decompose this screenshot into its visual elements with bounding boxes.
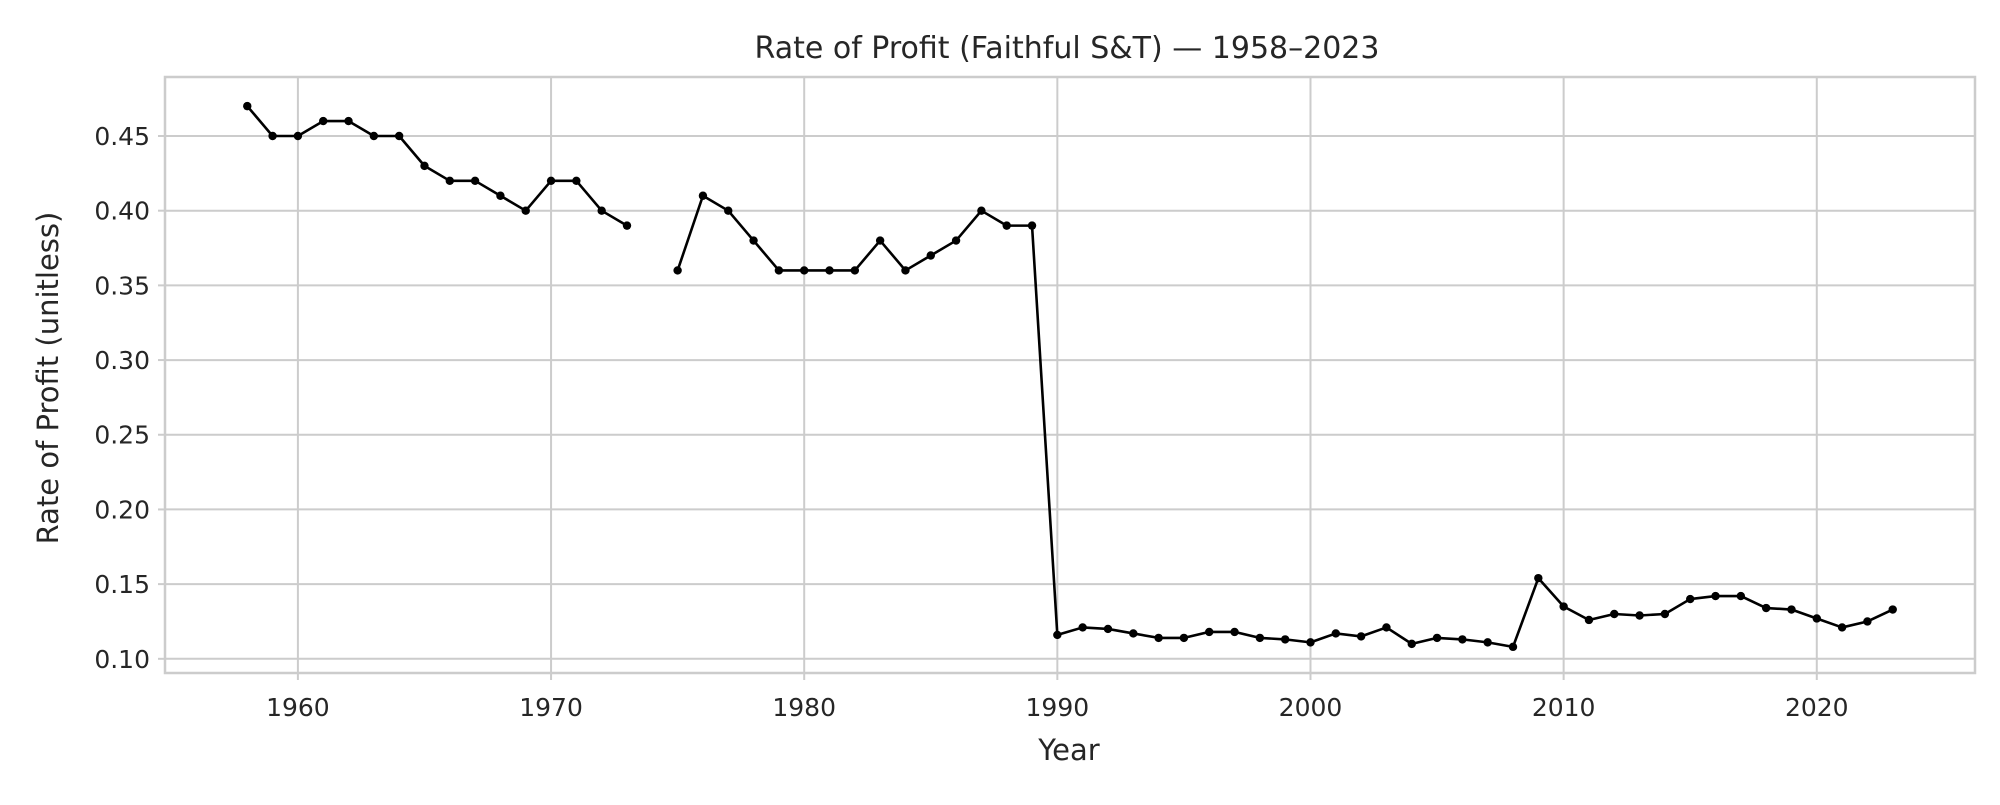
data-point	[1179, 633, 1189, 643]
data-point	[1002, 221, 1011, 230]
data-point	[1863, 617, 1872, 626]
data-point	[1610, 609, 1619, 619]
data-point	[1432, 633, 1442, 643]
data-point	[1837, 623, 1847, 632]
x-axis-label: Year	[1037, 733, 1099, 767]
data-point	[1356, 632, 1366, 641]
chart-title: Rate of Profit (Faithful S&T) — 1958–202…	[755, 31, 1380, 66]
x-tick-label: 1990	[1026, 693, 1090, 722]
data-point	[369, 131, 379, 141]
data-series	[243, 101, 1897, 652]
y-tick-label: 0.45	[94, 122, 150, 151]
data-point	[1483, 638, 1492, 647]
data-point	[1103, 624, 1113, 634]
data-point	[926, 251, 935, 260]
y-tick-label: 0.30	[94, 346, 150, 375]
data-point	[673, 266, 682, 275]
data-point	[1635, 611, 1644, 620]
data-point	[1154, 633, 1163, 643]
data-point	[977, 206, 986, 215]
plot-frame	[163, 75, 1977, 675]
data-point	[1458, 635, 1467, 644]
data-point	[901, 266, 910, 275]
data-point	[1736, 591, 1746, 601]
data-point	[800, 266, 809, 275]
data-point	[597, 206, 606, 215]
series-line-segment	[676, 194, 1894, 649]
data-point	[420, 161, 429, 171]
data-point	[1306, 638, 1315, 647]
data-point	[774, 266, 784, 275]
y-tick-label: 0.40	[94, 197, 150, 226]
data-point	[825, 266, 834, 275]
data-point	[1027, 221, 1037, 230]
data-point	[850, 266, 860, 275]
data-point	[1660, 609, 1670, 619]
data-point	[875, 236, 885, 245]
data-point	[394, 131, 404, 141]
data-point	[951, 236, 961, 245]
data-point	[268, 131, 277, 141]
data-point	[496, 191, 505, 200]
data-point	[1787, 605, 1796, 614]
data-point	[319, 116, 328, 126]
y-tick-label: 0.15	[94, 570, 150, 599]
data-point	[1205, 627, 1214, 637]
data-point	[1129, 629, 1138, 638]
data-point	[1534, 573, 1543, 583]
data-point	[622, 221, 632, 230]
data-point	[749, 236, 758, 245]
data-point	[1230, 627, 1239, 637]
data-point	[521, 206, 530, 215]
data-point	[1888, 605, 1897, 614]
x-tick-label: 1980	[772, 693, 836, 722]
data-point	[1053, 630, 1062, 640]
data-point	[1078, 623, 1087, 632]
y-tick-label: 0.20	[94, 495, 150, 524]
data-point	[572, 176, 581, 186]
data-point	[1711, 591, 1720, 601]
x-tick-label: 1970	[519, 693, 583, 722]
x-tick-label: 1960	[266, 693, 330, 722]
data-point	[1559, 602, 1568, 611]
y-tick-label: 0.10	[94, 645, 150, 674]
data-point	[344, 116, 353, 126]
y-tick-label: 0.35	[94, 271, 150, 300]
data-point	[1508, 642, 1518, 652]
x-tick-label: 2000	[1279, 693, 1343, 722]
data-point	[1407, 639, 1416, 649]
data-point	[698, 191, 708, 200]
data-point	[243, 101, 252, 111]
data-point	[1382, 623, 1391, 632]
data-point	[470, 176, 480, 186]
data-point	[293, 131, 303, 141]
axis-ticks: 1960 1970 1980 1990 2000 2010 2020 0.10 0.15 0.20…	[94, 122, 1848, 722]
x-tick-label: 2020	[1785, 693, 1849, 722]
data-point	[546, 176, 556, 186]
data-point	[445, 176, 454, 186]
data-point	[724, 206, 733, 215]
x-tick-label: 2010	[1532, 693, 1596, 722]
grid	[165, 77, 1975, 673]
data-point	[1331, 629, 1341, 638]
y-axis-label: Rate of Profit (unitless)	[31, 212, 65, 545]
data-point	[1761, 603, 1771, 613]
y-tick-label: 0.25	[94, 421, 150, 450]
data-point	[1280, 635, 1290, 644]
data-point	[1686, 594, 1695, 604]
series-line-segment	[246, 105, 628, 227]
data-point	[1812, 614, 1821, 623]
data-point	[1584, 615, 1594, 625]
data-point	[1255, 633, 1265, 643]
